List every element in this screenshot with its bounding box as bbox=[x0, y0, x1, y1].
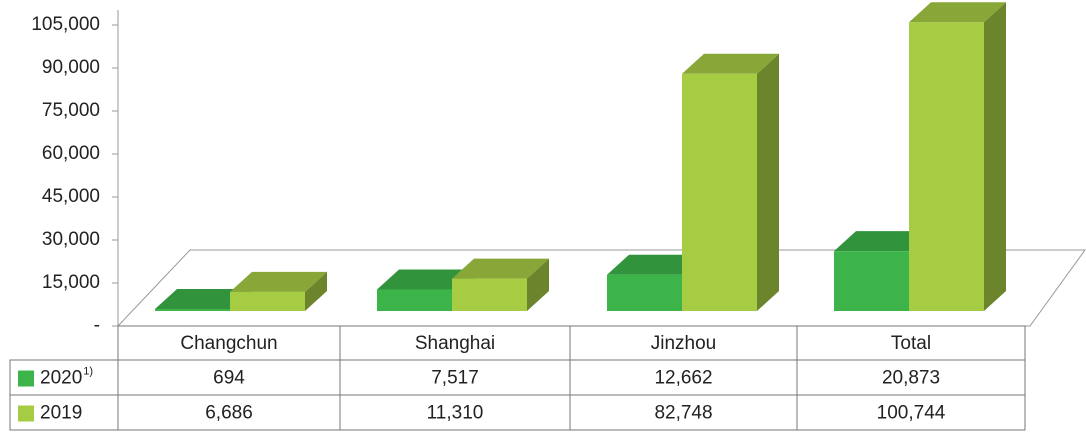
bar-front bbox=[834, 251, 909, 311]
y-tick-label: 75,000 bbox=[42, 100, 100, 121]
bar bbox=[230, 271, 327, 311]
data-label: 100,744 bbox=[877, 403, 946, 424]
bar bbox=[452, 258, 549, 311]
bar-front bbox=[452, 278, 527, 311]
bar-side bbox=[527, 258, 549, 311]
y-tick-label: 90,000 bbox=[42, 57, 100, 78]
bar-front bbox=[377, 289, 452, 311]
legend-label: 2020 bbox=[40, 368, 82, 389]
bar-top bbox=[607, 254, 704, 275]
bar-side bbox=[757, 53, 779, 312]
y-tick-label: 105,000 bbox=[31, 14, 100, 35]
bar-top bbox=[682, 53, 779, 74]
x-tick-label: Jinzhou bbox=[651, 333, 717, 354]
bar-side bbox=[984, 2, 1006, 312]
bar-front bbox=[909, 22, 984, 312]
y-tick-label: 60,000 bbox=[42, 143, 100, 164]
bar-front bbox=[607, 274, 682, 311]
y-tick-label: - bbox=[94, 315, 100, 336]
bar-top bbox=[452, 258, 549, 279]
bar-top bbox=[155, 289, 252, 310]
y-tick-label: 45,000 bbox=[42, 186, 100, 207]
legend-label: 2019 bbox=[40, 403, 82, 424]
bar-top bbox=[377, 269, 474, 290]
x-tick-label: Changchun bbox=[180, 333, 277, 354]
data-label: 82,748 bbox=[654, 403, 712, 424]
data-label: 6,686 bbox=[205, 403, 253, 424]
bar-top bbox=[230, 271, 327, 292]
bar-front bbox=[155, 309, 230, 311]
x-tick-label: Shanghai bbox=[415, 333, 495, 354]
legend-swatch bbox=[18, 405, 34, 422]
x-tick-label: Total bbox=[891, 333, 931, 354]
data-label: 694 bbox=[213, 368, 245, 389]
data-label: 12,662 bbox=[654, 368, 712, 389]
bar-top bbox=[909, 2, 1006, 23]
data-label: 11,310 bbox=[427, 403, 484, 424]
data-label: 20,873 bbox=[882, 368, 940, 389]
bar-front bbox=[682, 73, 757, 312]
bar-side bbox=[305, 271, 327, 311]
y-tick-label: 15,000 bbox=[42, 272, 100, 293]
legend-note: 1) bbox=[83, 365, 93, 377]
table-cell bbox=[796, 394, 1026, 431]
legend-swatch bbox=[18, 370, 34, 387]
data-label: 7,517 bbox=[431, 368, 479, 389]
y-tick-label: 30,000 bbox=[42, 229, 100, 250]
bar-front bbox=[230, 291, 305, 311]
bar bbox=[909, 2, 1006, 312]
bar-top bbox=[834, 231, 931, 252]
bar bbox=[682, 53, 779, 312]
